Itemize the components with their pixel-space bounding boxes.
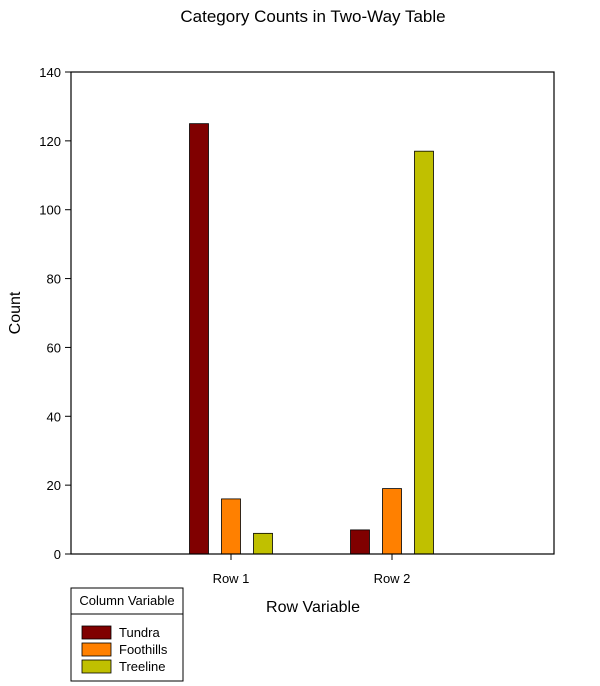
- bar-foothills-2: [382, 488, 402, 555]
- y-tick-label: 140: [39, 65, 61, 80]
- y-tick-label: 60: [47, 340, 61, 355]
- legend-label-treeline: Treeline: [119, 659, 165, 674]
- legend-frame: [70, 587, 184, 682]
- y-tick-label: 120: [39, 134, 61, 149]
- y-tick-label: 40: [47, 409, 61, 424]
- bar-tundra-1: [189, 123, 209, 555]
- plot-frame: [70, 71, 555, 555]
- bar-treeline-2: [414, 150, 434, 555]
- legend-title: Column Variable: [79, 593, 174, 608]
- x-tick-label: Row 2: [374, 571, 411, 586]
- y-axis-label: Count: [7, 291, 24, 334]
- legend-label-foothills: Foothills: [119, 642, 168, 657]
- bars: [189, 123, 434, 555]
- x-axis-label: Row Variable: [266, 599, 360, 616]
- legend-label-tundra: Tundra: [119, 625, 160, 640]
- y-tick-label: 0: [54, 547, 61, 562]
- legend: Column Variable Tundra Foothills Treeline: [70, 587, 184, 682]
- legend-swatch-treeline: [81, 659, 112, 674]
- legend-swatch-tundra: [81, 625, 112, 640]
- legend-swatch-foothills: [81, 642, 112, 657]
- x-axis: Row 1 Row 2: [213, 554, 411, 586]
- y-axis: 0 20 40 60 80 100 120 140: [39, 65, 71, 562]
- chart-title: Category Counts in Two-Way Table: [180, 7, 445, 26]
- x-tick-label: Row 1: [213, 571, 250, 586]
- y-tick-label: 100: [39, 203, 61, 218]
- y-tick-label: 80: [47, 272, 61, 287]
- y-tick-label: 20: [47, 478, 61, 493]
- bar-tundra-2: [350, 529, 370, 555]
- bar-treeline-1: [253, 532, 273, 555]
- bar-foothills-1: [221, 498, 241, 555]
